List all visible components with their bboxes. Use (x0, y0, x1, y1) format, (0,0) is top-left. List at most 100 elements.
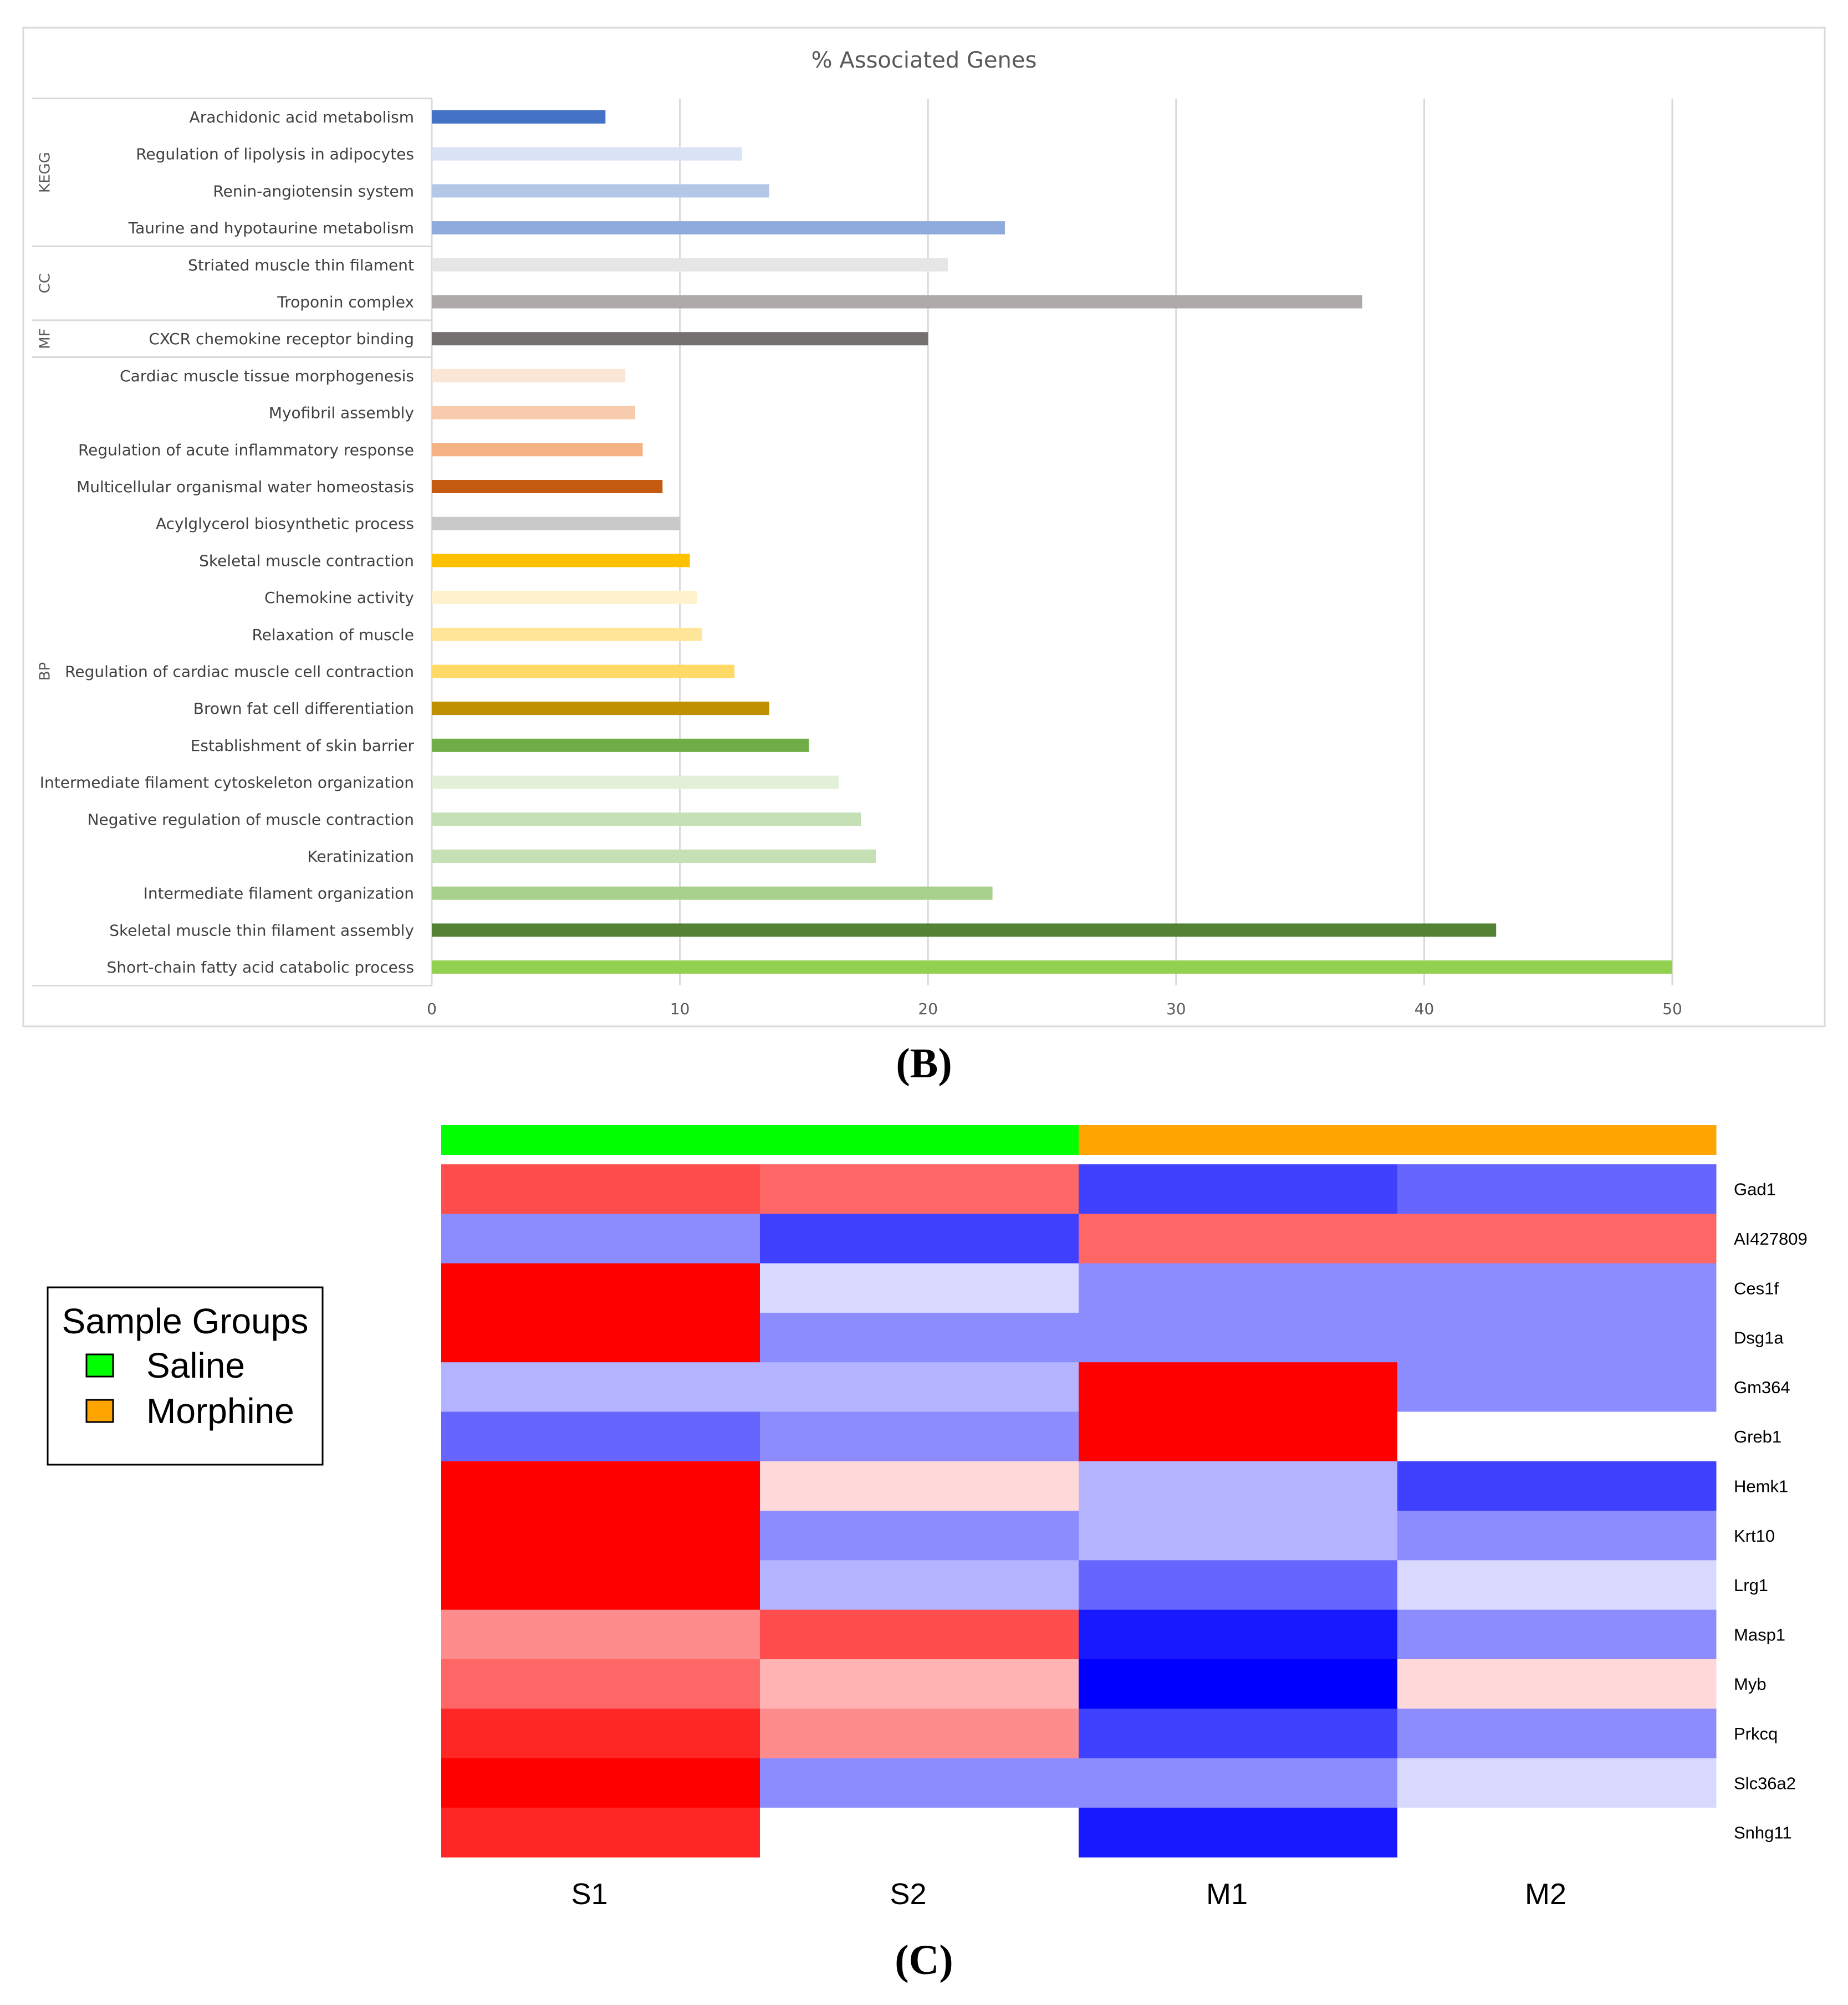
bar (432, 369, 626, 382)
heatmap-cell (760, 1807, 1079, 1858)
category-label: Acylglycerol biosynthetic process (156, 515, 414, 533)
heatmap-cell (1397, 1709, 1717, 1759)
heatmap-cell (760, 1758, 1079, 1808)
heatmap-cell (760, 1560, 1079, 1610)
legend-title: Sample Groups (62, 1301, 309, 1341)
heatmap-cell (1397, 1758, 1717, 1808)
heatmap-cell (1397, 1312, 1717, 1363)
category-label: Relaxation of muscle (252, 626, 414, 644)
group-annotation-bar (760, 1125, 1079, 1155)
group-annotation-bar (1397, 1125, 1717, 1155)
row-label: Dsg1a (1734, 1328, 1784, 1348)
category-label: Regulation of lipolysis in adipocytes (136, 145, 414, 163)
x-tick-label: 50 (1662, 1000, 1682, 1018)
x-tick-label: 30 (1166, 1000, 1186, 1018)
category-label: Negative regulation of muscle contractio… (88, 810, 414, 828)
heatmap-cell (1397, 1164, 1717, 1214)
x-tick-label: 20 (918, 1000, 938, 1018)
category-label: Brown fat cell differentiation (193, 699, 414, 718)
legend-swatch (85, 1353, 114, 1378)
bar (432, 702, 769, 715)
bar (432, 627, 702, 641)
heatmap-cell (441, 1609, 760, 1660)
heatmap-cell (760, 1659, 1079, 1709)
heatmap-cell (760, 1511, 1079, 1561)
row-label: Ces1f (1734, 1278, 1779, 1298)
bar (432, 110, 606, 124)
group-annotation-bar (441, 1125, 760, 1155)
column-label: M1 (1206, 1878, 1248, 1911)
bar (432, 480, 663, 493)
bar (432, 923, 1497, 937)
heatmap-cell (1397, 1560, 1717, 1610)
group-label: CC (37, 273, 54, 293)
heatmap-cell (1079, 1362, 1398, 1412)
bar (432, 295, 1362, 309)
row-label: Greb1 (1734, 1427, 1781, 1446)
category-label: CXCR chemokine receptor binding (149, 330, 414, 348)
bar (432, 554, 690, 567)
legend-item-label: Saline (146, 1346, 245, 1385)
heatmap-cell (1397, 1511, 1717, 1561)
heatmap-cell (1397, 1461, 1717, 1511)
category-label: Troponin complex (277, 293, 414, 311)
category-label: Intermediate filament organization (144, 884, 414, 903)
column-label: M2 (1525, 1878, 1566, 1911)
heatmap-cell (1397, 1411, 1717, 1462)
group-annotation-bar (1079, 1125, 1398, 1155)
row-label: AI427809 (1734, 1229, 1808, 1249)
sample-groups-legend: Sample Groups Saline Morphine (47, 1286, 324, 1466)
bar (432, 886, 993, 900)
bar (432, 406, 636, 420)
bar-chart: % Associated Genes KEGG CC MF BP Arachidoni… (22, 27, 1826, 1027)
row-label: Lrg1 (1734, 1576, 1768, 1595)
heatmap-cell (760, 1709, 1079, 1759)
heatmap-cell (1397, 1263, 1717, 1313)
heatmap-cell (760, 1411, 1079, 1462)
column-label: S1 (571, 1878, 608, 1911)
heatmap-cell (1079, 1807, 1398, 1858)
legend-item-label: Morphine (146, 1391, 294, 1431)
bar (432, 443, 643, 457)
bar (432, 184, 769, 198)
heatmap-cell (1397, 1362, 1717, 1412)
heatmap-cell (760, 1312, 1079, 1363)
heatmap-cell (1079, 1263, 1398, 1313)
row-label: Krt10 (1734, 1526, 1775, 1546)
category-label: Skeletal muscle thin filament assembly (109, 921, 414, 939)
bar (432, 960, 1672, 974)
bar (432, 258, 948, 272)
x-tick-label: 10 (670, 1000, 690, 1018)
chart-title: % Associated Genes (811, 48, 1037, 73)
bar (432, 664, 735, 678)
bar (432, 221, 1005, 235)
x-tick-label: 0 (427, 1000, 437, 1018)
category-label: Establishment of skin barrier (191, 736, 415, 755)
category-label: Arachidonic acid metabolism (190, 108, 414, 126)
heatmap-cell (441, 1263, 760, 1313)
heatmap-cell (760, 1362, 1079, 1412)
row-label: Masp1 (1734, 1625, 1785, 1644)
legend-swatch (85, 1399, 114, 1423)
category-label: Short-chain fatty acid catabolic process (107, 958, 414, 976)
heatmap-cell (441, 1164, 760, 1214)
heatmap-cell (1397, 1609, 1717, 1660)
row-label: Snhg11 (1734, 1823, 1792, 1843)
category-label: Intermediate filament cytoskeleton organ… (40, 774, 414, 792)
heatmap-cell (441, 1758, 760, 1808)
category-label: Striated muscle thin filament (188, 256, 414, 274)
heatmap-cell (1079, 1609, 1398, 1660)
group-label: KEGG (37, 152, 54, 193)
category-label: Taurine and hypotaurine metabolism (128, 219, 414, 237)
heatmap-cell (441, 1411, 760, 1462)
column-label: S2 (890, 1878, 926, 1911)
bar (432, 147, 742, 161)
heatmap-cell (760, 1263, 1079, 1313)
heatmap-cell (1079, 1461, 1398, 1511)
group-label: MF (37, 329, 54, 349)
row-label: Gm364 (1734, 1378, 1790, 1397)
heatmap-cell (760, 1214, 1079, 1264)
heatmap-cell (441, 1709, 760, 1759)
heatmap-cell (1079, 1411, 1398, 1462)
heatmap-cell (1079, 1659, 1398, 1709)
